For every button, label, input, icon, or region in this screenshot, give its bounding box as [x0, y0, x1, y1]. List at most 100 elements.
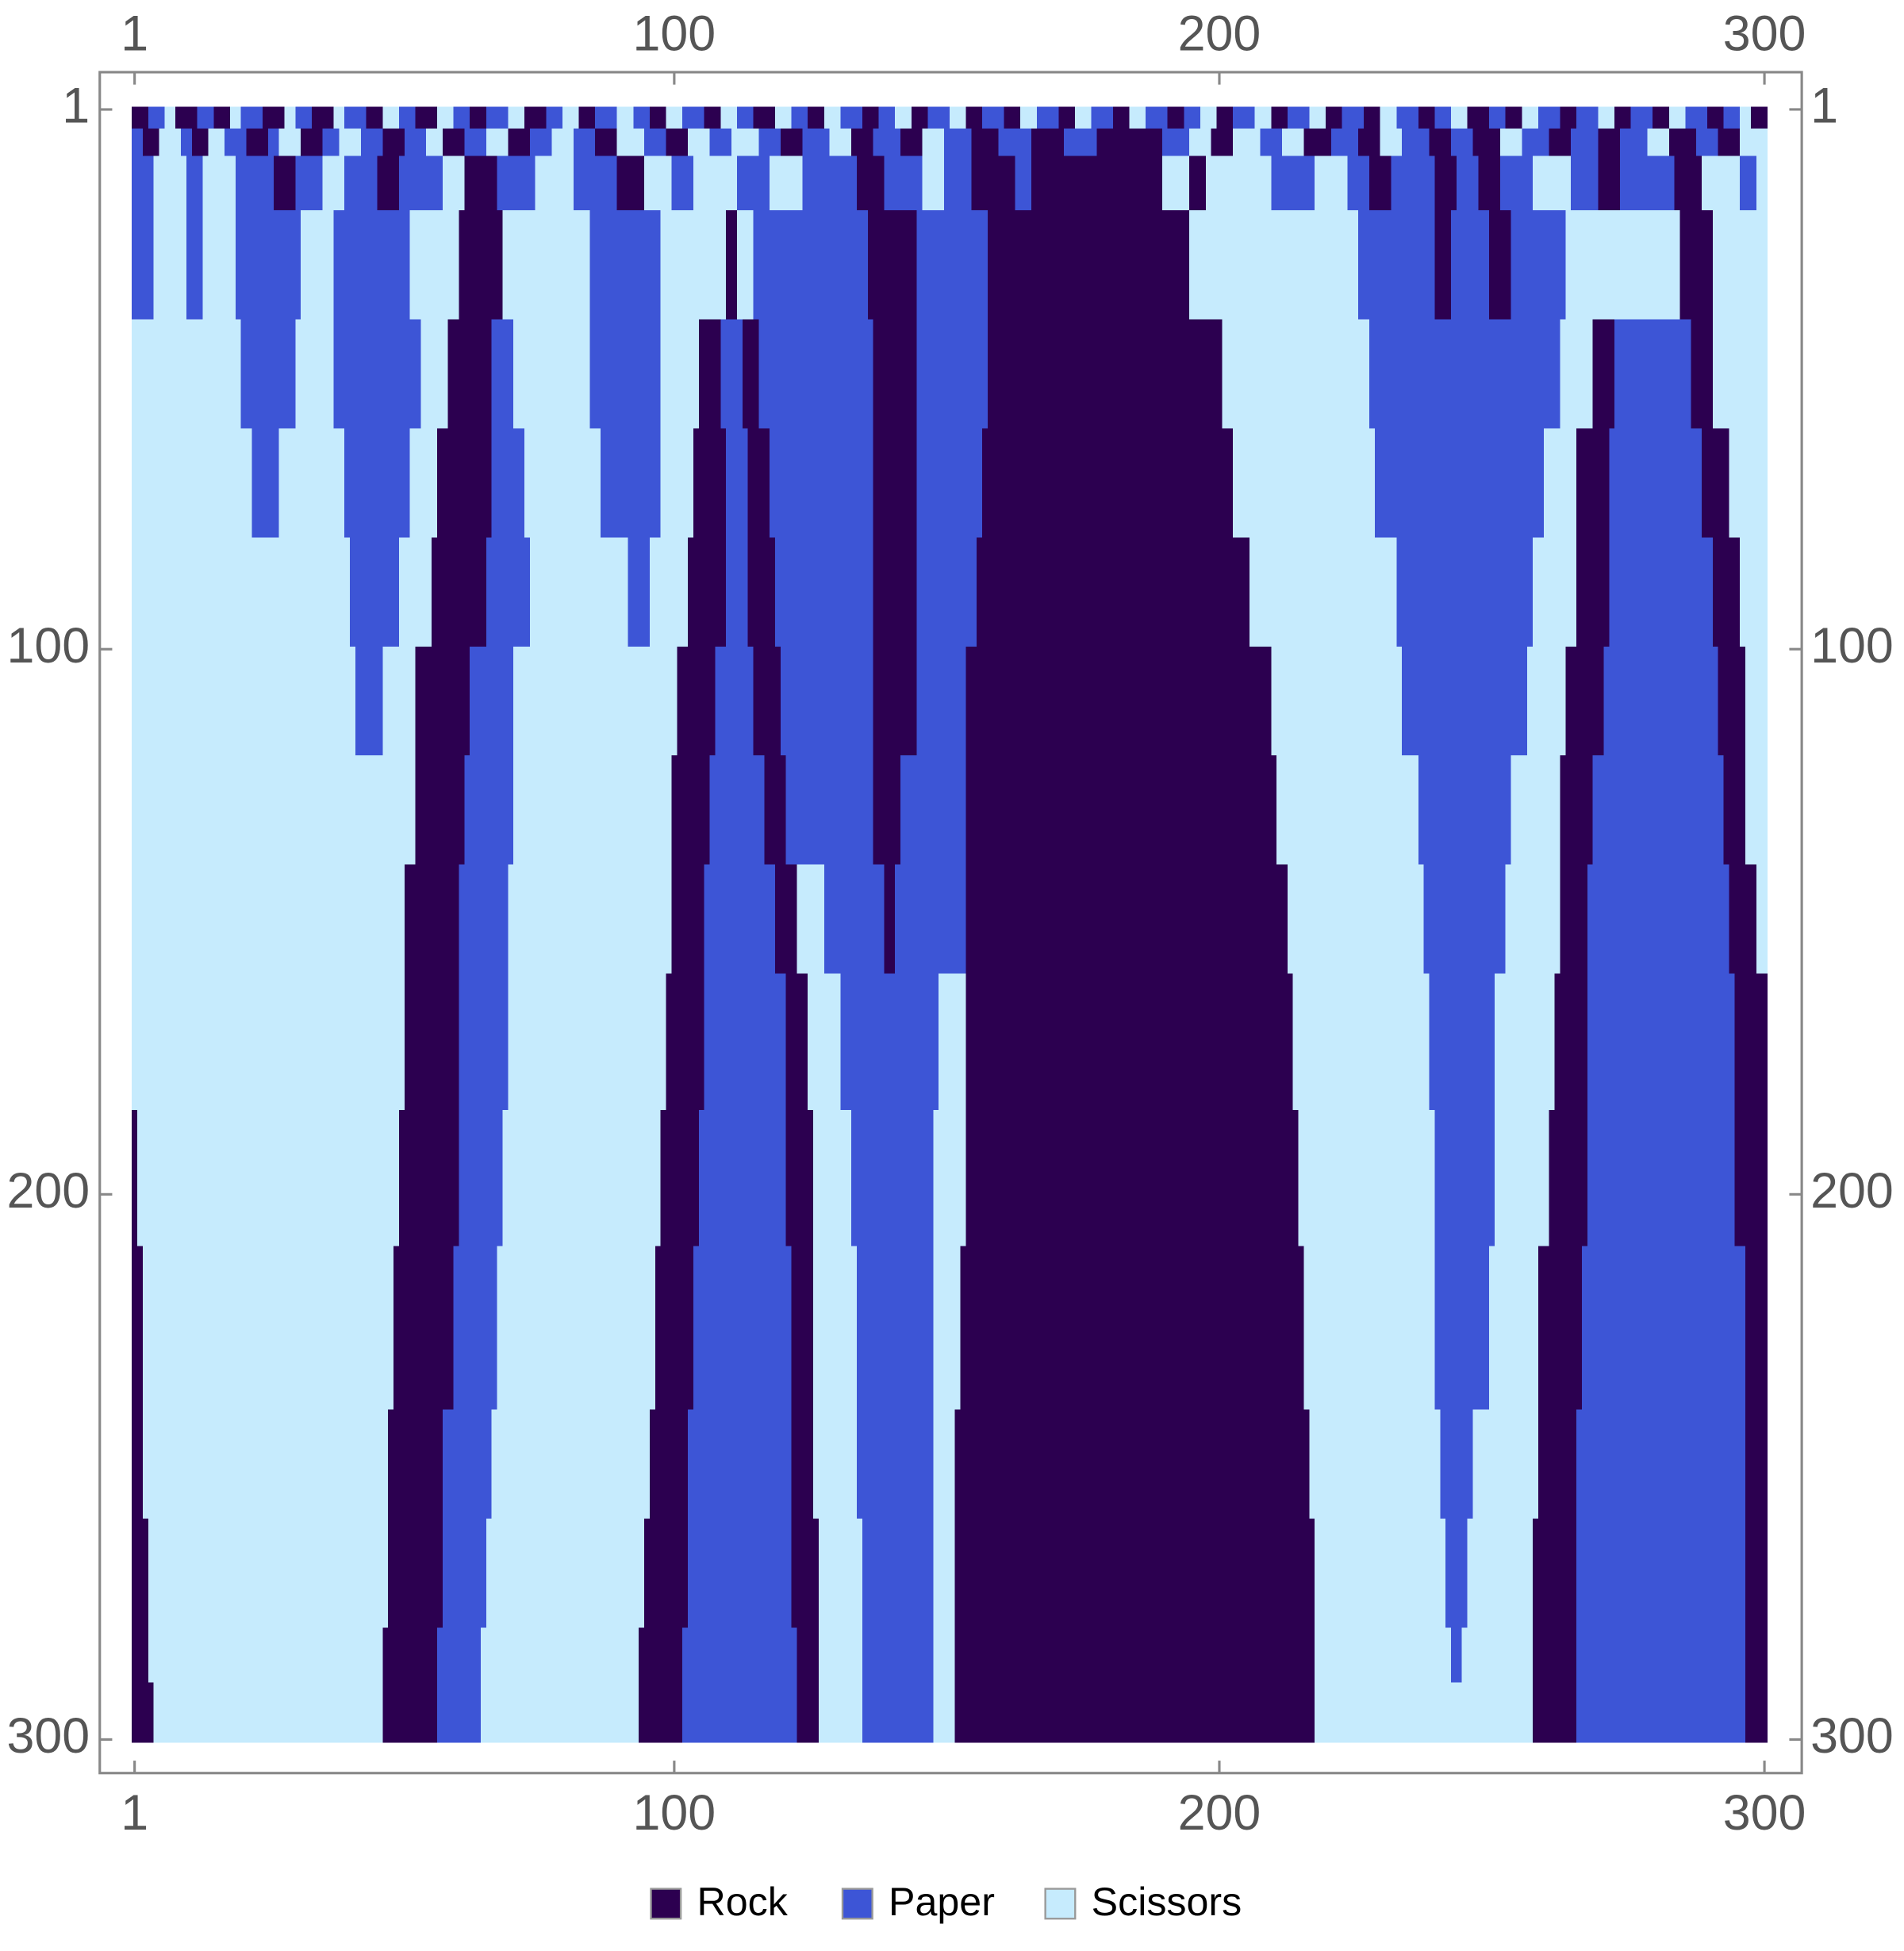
cell-run [1276, 755, 1419, 866]
cell-run [1598, 106, 1615, 129]
cell-run [1587, 1109, 1735, 1247]
cell-run [1537, 1246, 1583, 1411]
x-tick-label-bottom: 1 [121, 1785, 148, 1841]
cell-run [1576, 1519, 1746, 1629]
cell-run [1015, 156, 1032, 211]
cell-run [639, 1627, 683, 1683]
cell-run [649, 1409, 689, 1519]
cell-run [464, 129, 487, 156]
cell-run [851, 1109, 934, 1247]
cell-run [1668, 129, 1697, 156]
cell-run [1347, 156, 1370, 211]
cell-run [971, 156, 1015, 211]
cell-run [382, 129, 405, 156]
cell-run [273, 156, 296, 211]
cell-run [660, 210, 727, 320]
cell-run [1467, 1519, 1534, 1629]
cell-run [447, 319, 493, 429]
cell-run [1184, 106, 1201, 129]
cell-run [1396, 537, 1534, 647]
cell-run [878, 106, 896, 129]
cell-run [791, 106, 808, 129]
cell-run [426, 129, 443, 156]
cell-run [1554, 974, 1588, 1111]
cell-run [578, 106, 596, 129]
cell-run [295, 106, 313, 129]
cell-run [404, 974, 459, 1111]
cell-run [1565, 210, 1681, 320]
cell-run [1549, 129, 1572, 156]
cell-run [344, 156, 378, 211]
cell-run [666, 974, 705, 1111]
cell-run [508, 974, 667, 1111]
cell-run [758, 129, 781, 156]
cell-run [132, 129, 144, 156]
cell-run [1418, 106, 1435, 129]
cell-run [132, 1246, 144, 1411]
cell-run [1587, 974, 1735, 1111]
cell-run [491, 428, 525, 538]
cell-run [1576, 1409, 1746, 1519]
cell-run [770, 156, 803, 211]
cell-run [213, 106, 231, 129]
cell-run [1287, 106, 1310, 129]
cell-run [1374, 428, 1545, 538]
y-tick-label-right: 300 [1810, 1708, 1894, 1764]
cell-run [1696, 129, 1719, 156]
cell-run [1734, 1109, 1768, 1247]
cell-run [1233, 428, 1376, 538]
cell-run [398, 1109, 459, 1247]
cell-run [132, 1409, 144, 1519]
cell-run [322, 129, 340, 156]
cell-run [1505, 864, 1560, 974]
cell-run [933, 1519, 956, 1629]
cell-run [1315, 1519, 1446, 1629]
cell-run [628, 537, 651, 647]
cell-run [132, 1682, 155, 1743]
cell-run [693, 156, 738, 211]
cell-run [818, 1627, 863, 1683]
cell-run [137, 1109, 400, 1247]
cell-run [971, 129, 1000, 156]
cell-run [1549, 1109, 1588, 1247]
cell-run [225, 129, 247, 156]
cell-run [1537, 1409, 1577, 1519]
cell-run [1533, 1627, 1577, 1683]
cell-run [295, 319, 334, 429]
x-tick-label-top: 200 [1178, 6, 1261, 62]
cell-run [142, 129, 160, 156]
cell-run [1429, 129, 1452, 156]
cell-run [1702, 156, 1741, 211]
cell-run [1391, 156, 1435, 211]
cell-run [900, 755, 966, 866]
cell-run [688, 1409, 793, 1519]
cell-run [1576, 1682, 1746, 1743]
cell-run [459, 210, 503, 320]
cell-run [857, 1246, 934, 1411]
cell-run [486, 106, 509, 129]
cell-run [1740, 156, 1757, 211]
cell-run [202, 156, 236, 211]
cell-run [589, 319, 662, 429]
cell-run [1211, 129, 1234, 156]
cell-run [943, 156, 972, 211]
cell-run [1402, 129, 1430, 156]
cell-run [785, 755, 874, 866]
cell-run [982, 428, 1234, 538]
cell-run [1619, 129, 1648, 156]
cell-run [1489, 106, 1507, 129]
cell-run [1434, 210, 1452, 320]
cell-run [753, 210, 869, 320]
cell-run [1205, 156, 1272, 211]
cell-run [688, 129, 711, 156]
cell-run [350, 537, 400, 647]
cell-run [1565, 646, 1604, 756]
cell-run [1592, 755, 1725, 866]
cell-run [666, 129, 689, 156]
cell-run [1679, 210, 1714, 320]
cell-run [360, 129, 383, 156]
cell-run [818, 1519, 863, 1629]
cell-run [1434, 1246, 1490, 1411]
cell-run [486, 537, 531, 647]
cell-run [873, 755, 901, 866]
